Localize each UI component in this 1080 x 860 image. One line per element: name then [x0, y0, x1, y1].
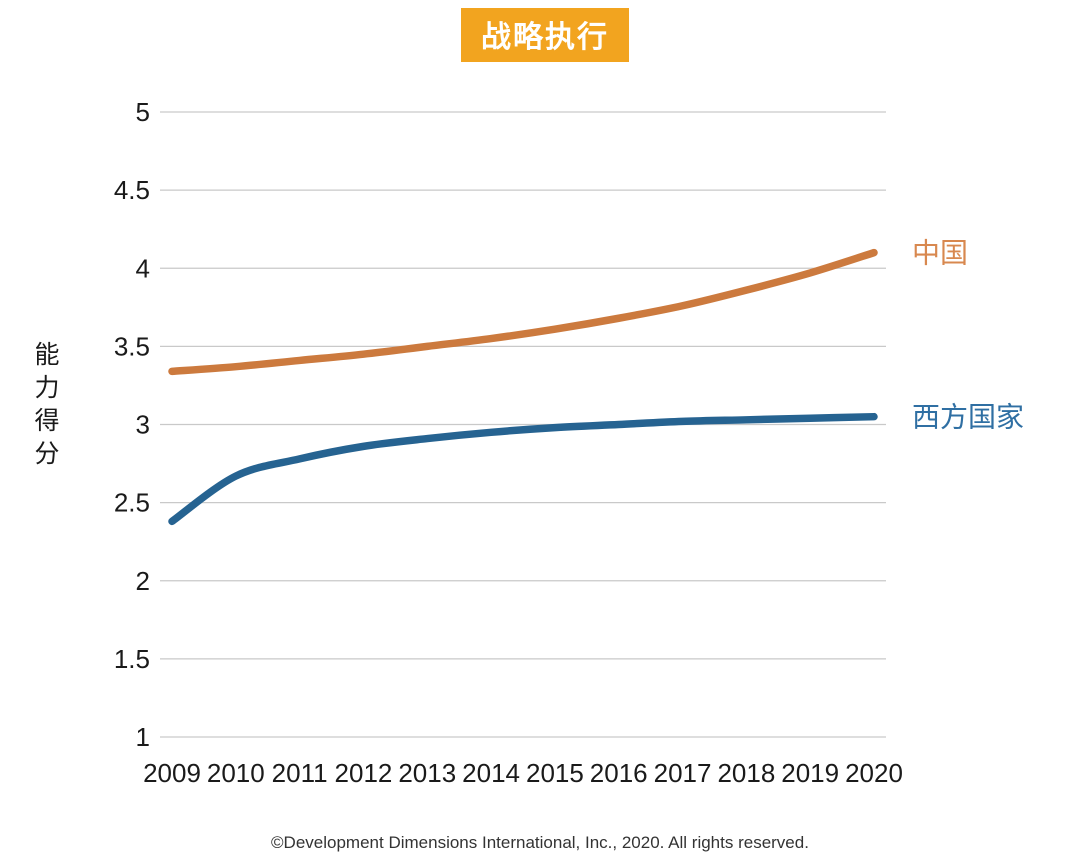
- series-label-west: 西方国家: [912, 402, 1024, 433]
- x-tick-label: 2017: [654, 758, 712, 788]
- x-tick-label: 2015: [526, 758, 584, 788]
- y-tick-label: 2.5: [114, 488, 150, 518]
- series-line-china: [168, 248, 878, 376]
- x-tick-label: 2019: [781, 758, 839, 788]
- copyright-footer: ©Development Dimensions International, I…: [271, 833, 809, 852]
- y-tick-label: 3: [136, 410, 150, 440]
- x-tick-label: 2011: [272, 758, 328, 788]
- x-tick-label: 2012: [335, 758, 393, 788]
- y-tick-label: 4: [136, 253, 150, 283]
- x-tick-label: 2010: [207, 758, 265, 788]
- y-axis-title: 能力得分: [31, 341, 59, 473]
- chart-title: 战略执行: [461, 8, 629, 62]
- y-tick-label: 5: [136, 97, 150, 127]
- y-tick-label: 4.5: [114, 175, 150, 205]
- y-tick-label: 1.5: [114, 644, 150, 674]
- x-tick-label: 2014: [462, 758, 520, 788]
- y-tick-label: 2: [136, 566, 150, 596]
- y-tick-label: 3.5: [114, 331, 150, 361]
- x-tick-label: 2013: [398, 758, 456, 788]
- x-tick-label: 2020: [845, 758, 903, 788]
- x-tick-label: 2016: [590, 758, 648, 788]
- x-tick-label: 2018: [717, 758, 775, 788]
- x-tick-label: 2009: [143, 758, 201, 788]
- y-tick-label: 1: [136, 722, 150, 752]
- series-label-china: 中国: [912, 238, 968, 269]
- series-line-west: [168, 412, 878, 526]
